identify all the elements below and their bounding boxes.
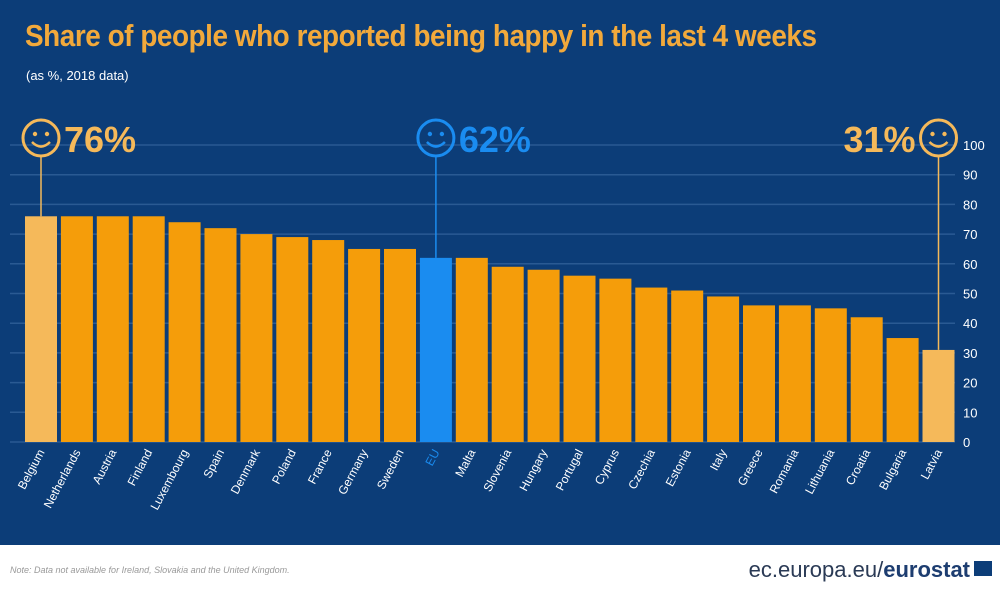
x-tick-label: Sweden xyxy=(374,447,407,492)
bar xyxy=(491,266,524,442)
x-tick-label: Germany xyxy=(335,447,371,497)
bar xyxy=(743,305,775,442)
y-tick-label: 70 xyxy=(963,227,977,242)
bar xyxy=(384,248,416,442)
bar xyxy=(922,349,955,442)
x-tick-label: Romania xyxy=(767,447,802,496)
x-tick-label: Netherlands xyxy=(41,447,84,511)
bar xyxy=(419,257,452,442)
bar xyxy=(707,296,740,442)
bar xyxy=(599,278,632,442)
bar xyxy=(886,338,919,442)
footer-note: Note: Data not available for Ireland, Sl… xyxy=(10,565,290,575)
y-tick-label: 80 xyxy=(963,197,977,212)
bar xyxy=(96,216,129,442)
x-tick-label: Spain xyxy=(200,447,227,481)
x-tick-label: EU xyxy=(422,447,442,468)
smiley-icon xyxy=(919,118,958,158)
x-tick-label: Estonia xyxy=(663,447,694,489)
bar xyxy=(132,216,165,442)
bar xyxy=(671,290,704,442)
bar xyxy=(635,287,668,442)
y-tick-label: 30 xyxy=(963,346,977,361)
x-tick-label: Italy xyxy=(707,447,730,473)
x-tick-label: Latvia xyxy=(918,447,946,482)
y-tick-label: 100 xyxy=(963,138,985,153)
x-tick-label: Austria xyxy=(90,447,120,487)
bar xyxy=(276,237,309,442)
bar xyxy=(312,240,345,442)
bar xyxy=(348,248,381,442)
x-tick-label: Denmark xyxy=(228,446,264,496)
smiley-icon xyxy=(416,118,456,158)
bar xyxy=(814,308,847,442)
source-prefix: ec.europa.eu/ xyxy=(748,557,884,582)
x-tick-label: Cyprus xyxy=(592,447,622,487)
bar xyxy=(527,269,560,442)
annotation-label: 62% xyxy=(459,119,531,160)
bar xyxy=(168,222,201,442)
x-tick-label: Finland xyxy=(125,447,156,488)
x-tick-label: France xyxy=(305,447,335,487)
bar xyxy=(204,228,237,442)
annotation-label: 76% xyxy=(64,119,136,160)
bar xyxy=(25,216,57,442)
eu-flag-icon xyxy=(974,561,992,576)
bar-chart: 0 10 20 30 40 50 60 70 80 90 100 Belgium 76% Netherla… xyxy=(10,118,985,512)
y-tick-label: 20 xyxy=(963,376,977,391)
y-tick-label: 60 xyxy=(963,257,977,272)
x-tick-label: Czechia xyxy=(625,447,658,492)
y-tick-label: 0 xyxy=(963,435,970,450)
x-tick-label: Luxembourg xyxy=(148,447,192,512)
x-tick-label: Hungary xyxy=(517,447,551,494)
bar xyxy=(850,317,883,442)
x-tick-label: Bulgaria xyxy=(876,447,909,493)
chart-title: Share of people who reported being happy… xyxy=(25,18,817,53)
y-tick-label: 50 xyxy=(963,287,977,302)
y-tick-label: 40 xyxy=(963,316,977,331)
x-tick-label: Belgium xyxy=(15,447,48,492)
x-tick-label: Slovenia xyxy=(480,447,514,495)
bar xyxy=(240,234,273,442)
x-tick-label: Portugal xyxy=(553,447,586,493)
bar xyxy=(455,257,488,442)
x-tick-label: Malta xyxy=(452,447,478,480)
x-tick-label: Greece xyxy=(735,447,766,489)
y-tick-label: 10 xyxy=(963,405,977,420)
y-tick-label: 90 xyxy=(963,168,977,183)
bar xyxy=(563,275,596,442)
source-link[interactable]: ec.europa.eu/eurostat xyxy=(749,557,970,583)
chart-subtitle: (as %, 2018 data) xyxy=(26,68,129,83)
bar xyxy=(60,216,93,442)
x-tick-label: Poland xyxy=(269,447,299,487)
x-tick-label: Lithuania xyxy=(802,447,837,497)
annotation-label: 31% xyxy=(843,119,915,160)
x-tick-label: Croatia xyxy=(843,447,874,488)
bar xyxy=(778,305,811,442)
smiley-icon xyxy=(21,118,61,158)
source-brand: eurostat xyxy=(883,557,970,582)
